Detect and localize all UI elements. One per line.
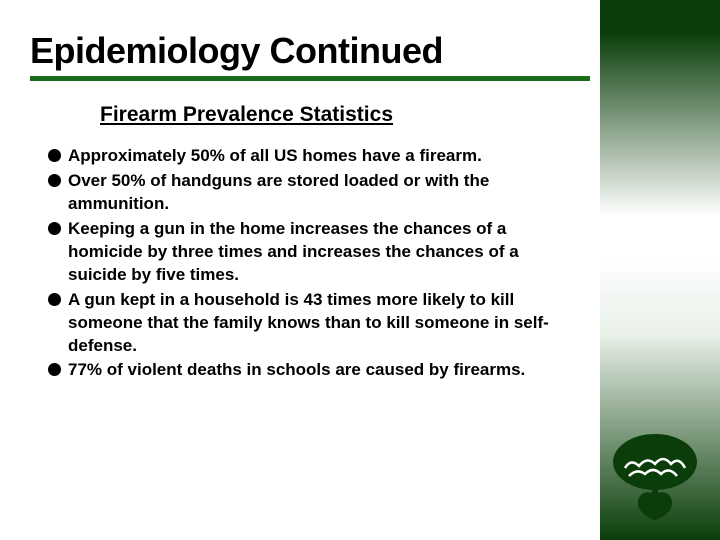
tree-heart-logo bbox=[605, 430, 705, 520]
bullet-text: Approximately 50% of all US homes have a… bbox=[68, 145, 482, 168]
slide-content: Epidemiology Continued Firearm Prevalenc… bbox=[0, 0, 600, 540]
bullet-dot-icon bbox=[48, 174, 61, 187]
bullet-dot-icon bbox=[48, 222, 61, 235]
list-item: 77% of violent deaths in schools are cau… bbox=[48, 359, 580, 382]
list-item: Keeping a gun in the home increases the … bbox=[48, 218, 580, 287]
bullet-text: Over 50% of handguns are stored loaded o… bbox=[68, 170, 580, 216]
list-item: Approximately 50% of all US homes have a… bbox=[48, 145, 580, 168]
list-item: A gun kept in a household is 43 times mo… bbox=[48, 289, 580, 358]
bullet-text: A gun kept in a household is 43 times mo… bbox=[68, 289, 580, 358]
bullet-list: Approximately 50% of all US homes have a… bbox=[48, 145, 590, 382]
bullet-text: 77% of violent deaths in schools are cau… bbox=[68, 359, 525, 382]
bullet-text: Keeping a gun in the home increases the … bbox=[68, 218, 580, 287]
slide-title: Epidemiology Continued bbox=[30, 30, 590, 81]
bullet-dot-icon bbox=[48, 293, 61, 306]
bullet-dot-icon bbox=[48, 149, 61, 162]
bullet-dot-icon bbox=[48, 363, 61, 376]
list-item: Over 50% of handguns are stored loaded o… bbox=[48, 170, 580, 216]
slide-subtitle: Firearm Prevalence Statistics bbox=[100, 103, 590, 127]
